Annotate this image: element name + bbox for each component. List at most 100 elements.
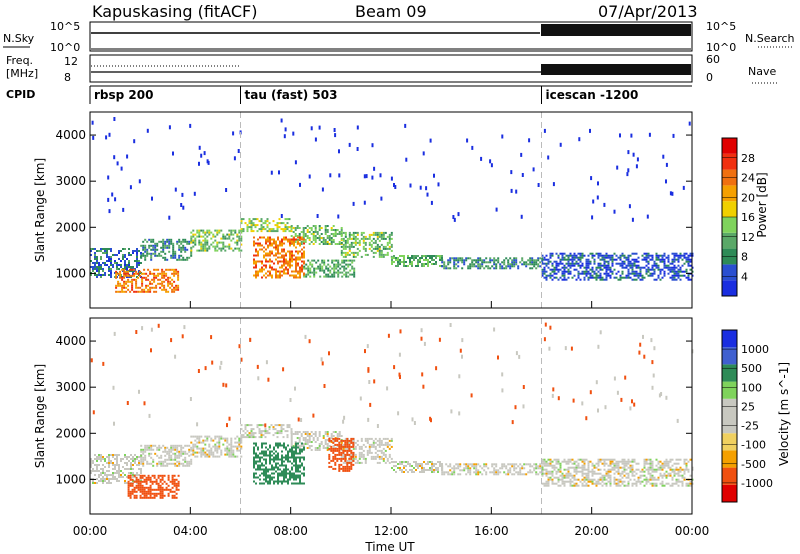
scatter-cell [328, 441, 331, 443]
scatter-cell [384, 245, 387, 248]
scatter-cell [297, 474, 299, 477]
scatter-cell [382, 443, 385, 446]
scatter-cell [655, 468, 658, 471]
scatter-cell [250, 434, 253, 437]
scatter-cell [150, 446, 153, 449]
scatter-cell [633, 278, 636, 281]
scatter-cell [515, 467, 518, 470]
scatter-cell [543, 272, 546, 275]
scatter-cell [663, 258, 666, 261]
scatter-cell [657, 274, 660, 277]
scatter-cell [140, 450, 143, 453]
scatter-cell [437, 461, 439, 463]
scatter-cell [645, 478, 648, 481]
scatter-cell [575, 254, 578, 257]
scatter-cell [665, 462, 668, 465]
scatter-cell [171, 490, 174, 493]
scatter-cell [216, 245, 219, 248]
scatter-cell [649, 258, 652, 261]
scatter-cell [370, 445, 373, 448]
scatter-cell [657, 256, 660, 259]
scatter-cell [281, 240, 283, 243]
noise-left-label: N.Sky [3, 32, 35, 45]
scatter-cell [212, 245, 215, 248]
scatter-cell [240, 237, 243, 240]
scatter-cell [102, 478, 104, 480]
scatter-cell [583, 272, 586, 275]
scatter-cell [388, 453, 391, 456]
scatter-cell [126, 458, 128, 460]
scatter-cell [184, 450, 187, 453]
scatter-cell [326, 231, 329, 233]
scatter-cell [607, 260, 610, 263]
scatter-cell [511, 261, 514, 264]
scatter-cell [265, 258, 267, 261]
scatter-cell [141, 490, 144, 493]
scatter-cell [301, 264, 303, 267]
scatter-cell [605, 462, 608, 465]
scatter-cell [301, 236, 303, 239]
scatter-cell [587, 270, 590, 273]
scatter-cell [146, 446, 149, 449]
cpid-segment-label: tau (fast) 503 [245, 88, 338, 102]
scatter-cell [541, 258, 544, 261]
scatter-cell [284, 228, 287, 231]
scatter-cell [287, 472, 289, 475]
scatter-cell [581, 264, 584, 267]
scatter-cell [314, 225, 317, 227]
scatter-cell [657, 460, 660, 463]
scatter-cell [661, 260, 664, 263]
scatter-cell [299, 456, 301, 459]
scatter-cell [649, 464, 652, 467]
scatter-cell [631, 464, 634, 467]
scatter-cell [327, 273, 330, 276]
scatter-cell [535, 267, 538, 270]
scatter-cell [140, 254, 143, 257]
scatter-cell [170, 444, 173, 447]
scatter-cell [240, 434, 243, 437]
scatter-cell [571, 462, 574, 465]
scatter-cell [118, 474, 120, 476]
scatter-cell [295, 444, 297, 447]
scatter-cell [291, 256, 293, 259]
scatter-cell [449, 261, 452, 264]
scatter-cell [601, 276, 604, 279]
scatter-cell [293, 478, 295, 481]
scatter-cell [335, 271, 338, 274]
scatter-cell [677, 270, 680, 273]
scatter-cell [170, 458, 173, 461]
scatter-cell [631, 258, 634, 261]
scatter-cell [374, 245, 377, 248]
scatter-cell [157, 486, 160, 489]
scatter-cell [403, 467, 405, 469]
y-tick-label: 2000 [55, 220, 86, 234]
scatter-cell [138, 456, 140, 458]
scatter-cell [591, 274, 594, 277]
scatter-cell [615, 254, 618, 257]
scatter-cell [198, 447, 201, 450]
scatter-cell [238, 231, 241, 234]
scatter-cell [645, 462, 648, 465]
scatter-cell [627, 270, 630, 273]
scatter-cell [655, 252, 658, 255]
scatter-cell [171, 476, 174, 479]
scatter-cell [309, 261, 312, 264]
scatter-cell [675, 462, 678, 465]
scatter-cell [137, 272, 140, 275]
sparse-echo [665, 179, 667, 184]
scatter-cell [605, 254, 608, 257]
sparse-echo [532, 167, 535, 172]
scatter-cell [127, 488, 130, 491]
scatter-cell [170, 456, 173, 459]
scatter-cell [627, 264, 630, 267]
scatter-cell [475, 469, 478, 472]
scatter-cell [330, 447, 333, 450]
scatter-cell [356, 241, 359, 244]
scatter-cell [297, 468, 299, 471]
scatter-cell [415, 465, 417, 467]
scatter-cell [291, 446, 293, 449]
sparse-echo [91, 120, 94, 125]
sparse-echo [348, 142, 351, 147]
scatter-cell [332, 431, 335, 433]
sparse-echo [380, 196, 383, 201]
